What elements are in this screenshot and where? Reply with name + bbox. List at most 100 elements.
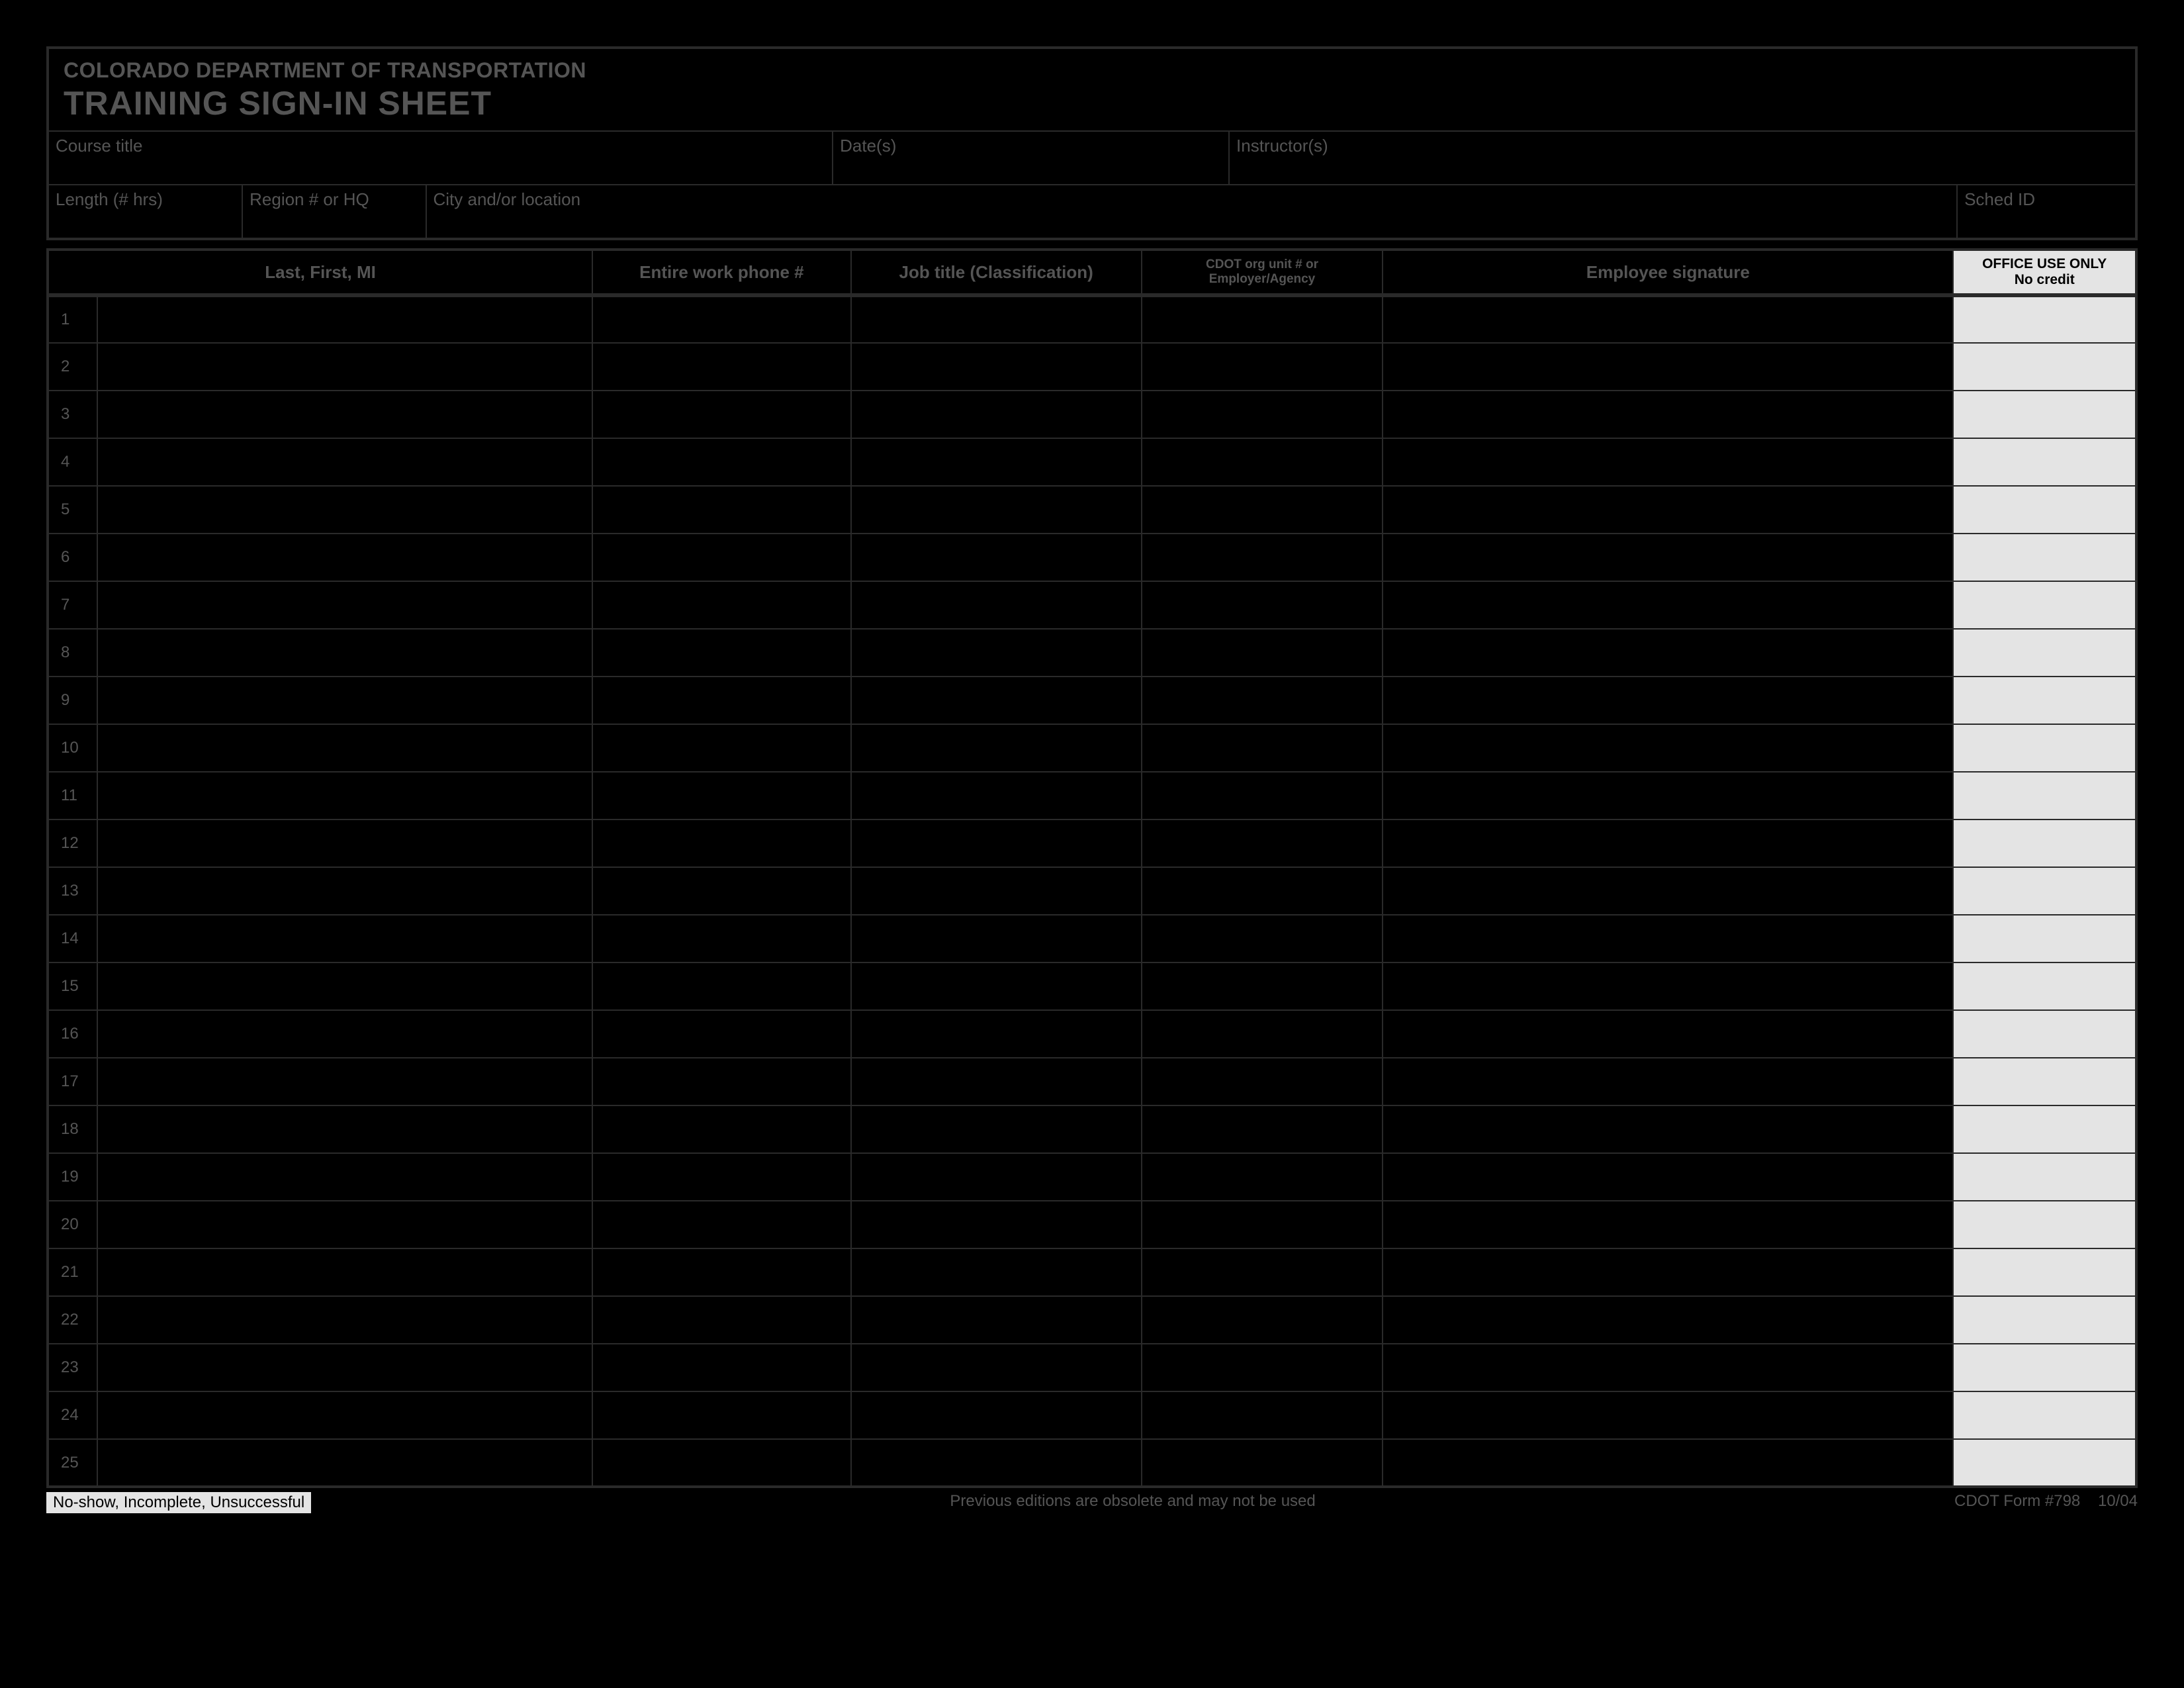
job-cell[interactable] bbox=[851, 867, 1142, 915]
job-cell[interactable] bbox=[851, 1105, 1142, 1153]
office-use-cell[interactable] bbox=[1953, 1201, 2136, 1248]
phone-cell[interactable] bbox=[592, 1296, 850, 1344]
phone-cell[interactable] bbox=[592, 486, 850, 534]
org-unit-cell[interactable] bbox=[1142, 1058, 1383, 1105]
org-unit-cell[interactable] bbox=[1142, 391, 1383, 438]
phone-cell[interactable] bbox=[592, 1391, 850, 1439]
phone-cell[interactable] bbox=[592, 581, 850, 629]
phone-cell[interactable] bbox=[592, 677, 850, 724]
office-use-cell[interactable] bbox=[1953, 629, 2136, 677]
phone-cell[interactable] bbox=[592, 629, 850, 677]
office-use-cell[interactable] bbox=[1953, 1010, 2136, 1058]
job-cell[interactable] bbox=[851, 915, 1142, 962]
job-cell[interactable] bbox=[851, 1201, 1142, 1248]
job-cell[interactable] bbox=[851, 1058, 1142, 1105]
name-cell[interactable] bbox=[97, 1058, 592, 1105]
job-cell[interactable] bbox=[851, 962, 1142, 1010]
region-field[interactable]: Region # or HQ bbox=[243, 185, 426, 238]
office-use-cell[interactable] bbox=[1953, 677, 2136, 724]
org-unit-cell[interactable] bbox=[1142, 1153, 1383, 1201]
name-cell[interactable] bbox=[97, 772, 592, 820]
name-cell[interactable] bbox=[97, 724, 592, 772]
signature-cell[interactable] bbox=[1383, 1058, 1953, 1105]
phone-cell[interactable] bbox=[592, 915, 850, 962]
org-unit-cell[interactable] bbox=[1142, 724, 1383, 772]
org-unit-cell[interactable] bbox=[1142, 1391, 1383, 1439]
org-unit-cell[interactable] bbox=[1142, 1248, 1383, 1296]
office-use-cell[interactable] bbox=[1953, 1296, 2136, 1344]
signature-cell[interactable] bbox=[1383, 581, 1953, 629]
phone-cell[interactable] bbox=[592, 820, 850, 867]
org-unit-cell[interactable] bbox=[1142, 1344, 1383, 1391]
office-use-cell[interactable] bbox=[1953, 1058, 2136, 1105]
signature-cell[interactable] bbox=[1383, 343, 1953, 391]
signature-cell[interactable] bbox=[1383, 391, 1953, 438]
signature-cell[interactable] bbox=[1383, 1153, 1953, 1201]
phone-cell[interactable] bbox=[592, 724, 850, 772]
length-field[interactable]: Length (# hrs) bbox=[49, 185, 243, 238]
name-cell[interactable] bbox=[97, 677, 592, 724]
name-cell[interactable] bbox=[97, 295, 592, 343]
name-cell[interactable] bbox=[97, 534, 592, 581]
org-unit-cell[interactable] bbox=[1142, 629, 1383, 677]
name-cell[interactable] bbox=[97, 915, 592, 962]
course-title-field[interactable]: Course title bbox=[49, 132, 833, 184]
job-cell[interactable] bbox=[851, 772, 1142, 820]
org-unit-cell[interactable] bbox=[1142, 1010, 1383, 1058]
office-use-cell[interactable] bbox=[1953, 438, 2136, 486]
name-cell[interactable] bbox=[97, 867, 592, 915]
job-cell[interactable] bbox=[851, 820, 1142, 867]
signature-cell[interactable] bbox=[1383, 724, 1953, 772]
signature-cell[interactable] bbox=[1383, 962, 1953, 1010]
signature-cell[interactable] bbox=[1383, 629, 1953, 677]
name-cell[interactable] bbox=[97, 1105, 592, 1153]
job-cell[interactable] bbox=[851, 343, 1142, 391]
office-use-cell[interactable] bbox=[1953, 581, 2136, 629]
name-cell[interactable] bbox=[97, 1439, 592, 1487]
signature-cell[interactable] bbox=[1383, 438, 1953, 486]
job-cell[interactable] bbox=[851, 1296, 1142, 1344]
org-unit-cell[interactable] bbox=[1142, 915, 1383, 962]
office-use-cell[interactable] bbox=[1953, 724, 2136, 772]
phone-cell[interactable] bbox=[592, 1010, 850, 1058]
name-cell[interactable] bbox=[97, 1248, 592, 1296]
signature-cell[interactable] bbox=[1383, 677, 1953, 724]
job-cell[interactable] bbox=[851, 1153, 1142, 1201]
name-cell[interactable] bbox=[97, 1201, 592, 1248]
job-cell[interactable] bbox=[851, 629, 1142, 677]
org-unit-cell[interactable] bbox=[1142, 1201, 1383, 1248]
phone-cell[interactable] bbox=[592, 1439, 850, 1487]
job-cell[interactable] bbox=[851, 438, 1142, 486]
signature-cell[interactable] bbox=[1383, 295, 1953, 343]
job-cell[interactable] bbox=[851, 391, 1142, 438]
phone-cell[interactable] bbox=[592, 343, 850, 391]
name-cell[interactable] bbox=[97, 486, 592, 534]
phone-cell[interactable] bbox=[592, 1058, 850, 1105]
signature-cell[interactable] bbox=[1383, 1296, 1953, 1344]
signature-cell[interactable] bbox=[1383, 820, 1953, 867]
office-use-cell[interactable] bbox=[1953, 295, 2136, 343]
sched-id-field[interactable]: Sched ID bbox=[1958, 185, 2135, 238]
signature-cell[interactable] bbox=[1383, 1344, 1953, 1391]
signature-cell[interactable] bbox=[1383, 534, 1953, 581]
signature-cell[interactable] bbox=[1383, 1439, 1953, 1487]
phone-cell[interactable] bbox=[592, 438, 850, 486]
phone-cell[interactable] bbox=[592, 867, 850, 915]
office-use-cell[interactable] bbox=[1953, 915, 2136, 962]
name-cell[interactable] bbox=[97, 438, 592, 486]
signature-cell[interactable] bbox=[1383, 486, 1953, 534]
name-cell[interactable] bbox=[97, 1010, 592, 1058]
office-use-cell[interactable] bbox=[1953, 962, 2136, 1010]
office-use-cell[interactable] bbox=[1953, 1105, 2136, 1153]
org-unit-cell[interactable] bbox=[1142, 295, 1383, 343]
phone-cell[interactable] bbox=[592, 962, 850, 1010]
phone-cell[interactable] bbox=[592, 1248, 850, 1296]
phone-cell[interactable] bbox=[592, 391, 850, 438]
org-unit-cell[interactable] bbox=[1142, 1296, 1383, 1344]
job-cell[interactable] bbox=[851, 1344, 1142, 1391]
signature-cell[interactable] bbox=[1383, 1201, 1953, 1248]
name-cell[interactable] bbox=[97, 343, 592, 391]
name-cell[interactable] bbox=[97, 1344, 592, 1391]
org-unit-cell[interactable] bbox=[1142, 486, 1383, 534]
office-use-cell[interactable] bbox=[1953, 1344, 2136, 1391]
